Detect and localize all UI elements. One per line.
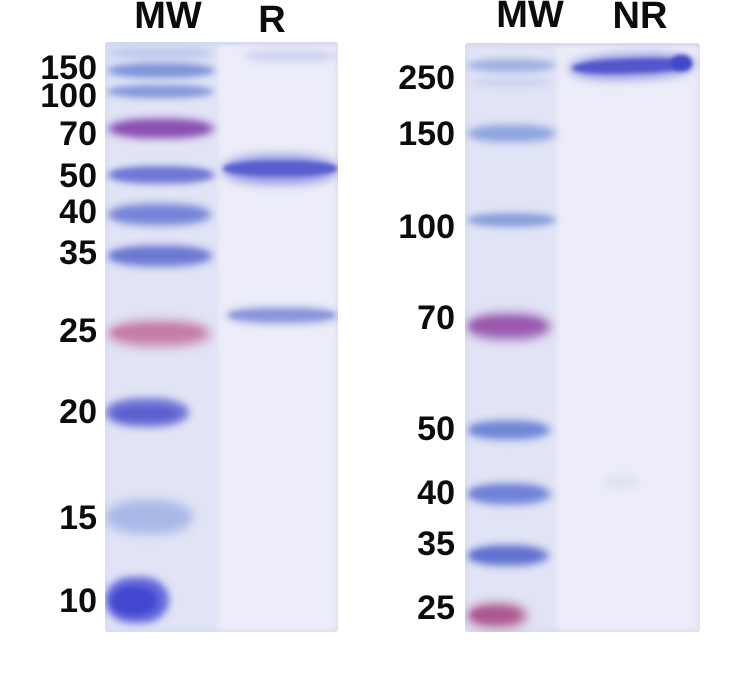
band-mw-25-core [471, 609, 517, 621]
marker-label-70: 70 [417, 299, 455, 337]
marker-label-40: 40 [59, 193, 97, 231]
marker-label-150: 150 [398, 115, 455, 153]
band-mw-50-core [113, 170, 209, 179]
band-mw-15 [105, 500, 193, 534]
band-mw-250-faint [107, 47, 215, 59]
band-mw-250 [467, 59, 556, 72]
lane-header-mw-reduced: MW [134, 0, 202, 37]
marker-label-40: 40 [417, 474, 455, 512]
lane-header-r: R [258, 0, 286, 41]
gel-well-line [465, 43, 700, 46]
band-nr-faint-smudge [603, 475, 639, 489]
band-mw-70-core [115, 123, 207, 134]
band-mw-100 [107, 85, 214, 98]
marker-label-25: 25 [59, 312, 97, 350]
band-r-50 [223, 161, 338, 176]
marker-label-15: 15 [59, 499, 97, 537]
lane-header-nr: NR [612, 0, 668, 37]
band-mw-20-core [113, 407, 177, 420]
band-mw-100 [467, 213, 556, 227]
marker-label-50: 50 [417, 410, 455, 448]
marker-label-100: 100 [40, 77, 97, 115]
marker-label-150: 150 [40, 49, 97, 87]
marker-label-50: 50 [59, 157, 97, 195]
marker-labels-reduced: 150 100 70 50 40 35 25 20 15 10 [0, 0, 97, 678]
marker-labels-nonreduced: 250 150 100 70 50 40 35 25 [370, 0, 455, 678]
marker-label-35: 35 [417, 525, 455, 563]
band-r-top-faint [243, 50, 338, 62]
marker-label-10: 10 [59, 582, 97, 620]
band-mw-50-core [471, 425, 543, 435]
band-mw-250-sub [469, 78, 554, 87]
gel-panel-nonreduced [465, 43, 700, 632]
gel-well-line [105, 42, 338, 45]
band-nr-band-end [671, 55, 692, 71]
gel-panel-reduced [105, 42, 338, 632]
band-mw-70-core [471, 319, 543, 332]
marker-label-20: 20 [59, 393, 97, 431]
marker-label-35: 35 [59, 234, 97, 272]
band-mw-150 [467, 125, 556, 142]
band-mw-25-core [113, 326, 201, 339]
band-r-25-core [229, 311, 335, 319]
lane-header-mw-nonreduced: MW [496, 0, 564, 36]
band-mw-150 [107, 63, 215, 78]
marker-label-25: 25 [417, 589, 455, 627]
band-mw-35-core [111, 250, 205, 261]
marker-label-250: 250 [398, 59, 455, 97]
band-mw-40-core [113, 209, 203, 220]
band-mw-10-core [111, 587, 157, 615]
marker-label-70: 70 [59, 115, 97, 153]
marker-label-100: 100 [398, 208, 455, 246]
band-mw-35-core [471, 550, 539, 560]
band-mw-40-core [471, 488, 541, 499]
